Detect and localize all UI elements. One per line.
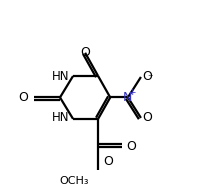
Text: O: O bbox=[103, 155, 113, 168]
Text: O: O bbox=[80, 46, 90, 59]
Text: ⁻: ⁻ bbox=[147, 73, 153, 83]
Text: O: O bbox=[142, 111, 152, 124]
Text: O: O bbox=[127, 140, 136, 153]
Text: HN: HN bbox=[52, 111, 69, 124]
Text: O: O bbox=[18, 91, 28, 104]
Text: OCH₃: OCH₃ bbox=[59, 176, 89, 186]
Text: O: O bbox=[142, 70, 152, 84]
Text: N: N bbox=[123, 91, 133, 104]
Text: HN: HN bbox=[52, 70, 69, 84]
Text: +: + bbox=[128, 88, 136, 97]
